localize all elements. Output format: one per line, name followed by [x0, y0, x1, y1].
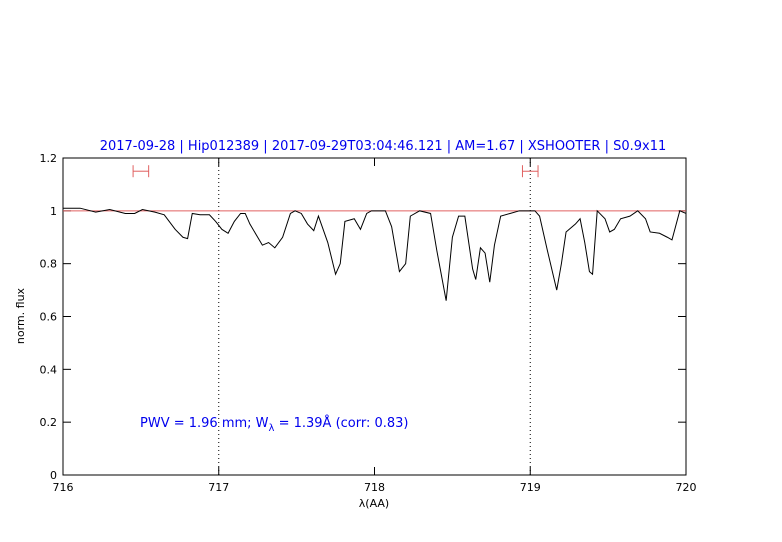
- annotation: PWV = 1.96 mm; Wλ = 1.39Å (corr: 0.83): [140, 415, 409, 434]
- y-tick-label: 0.2: [40, 416, 58, 429]
- y-tick-label: 1.2: [40, 152, 58, 165]
- y-tick-label: 0.4: [40, 363, 58, 376]
- x-tick-label: 718: [364, 481, 385, 494]
- x-axis-label: λ(AA): [359, 497, 389, 510]
- annotation-rest: = 1.39Å (corr: 0.83): [274, 415, 408, 431]
- x-tick-label: 720: [676, 481, 697, 494]
- y-tick-label: 1: [50, 205, 57, 218]
- annotation-text: PWV = 1.96 mm; W: [140, 416, 269, 431]
- x-tick-label: 716: [53, 481, 74, 494]
- y-axis-label: norm. flux: [14, 287, 27, 344]
- y-tick-label: 0.6: [40, 311, 58, 324]
- y-tick-label: 0: [50, 469, 57, 482]
- x-tick-label: 717: [208, 481, 229, 494]
- chart-title: 2017-09-28 | Hip012389 | 2017-09-29T03:0…: [100, 139, 667, 154]
- spectrum-line: [63, 207, 687, 301]
- x-tick-label: 719: [520, 481, 541, 494]
- y-tick-label: 0.8: [40, 258, 58, 271]
- annotation-subscript: λ: [269, 423, 275, 434]
